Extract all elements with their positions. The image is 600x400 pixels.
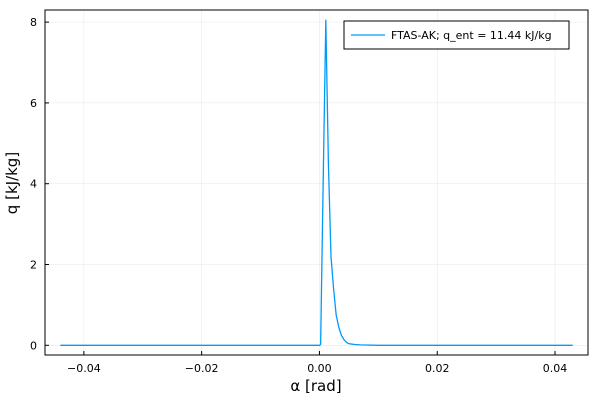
x-tick-label: 0.04 <box>543 362 568 375</box>
plot-area-frame <box>44 9 589 356</box>
y-axis-ticks: 0 2 4 6 8 <box>30 16 49 352</box>
x-axis-ticks: −0.04 −0.02 0.00 0.02 0.04 <box>67 351 567 375</box>
x-gridlines <box>83 10 556 355</box>
y-gridlines <box>45 21 588 346</box>
x-tick-label: 0.00 <box>307 362 332 375</box>
legend-label: FTAS-AK; q_ent = 11.44 kJ/kg <box>391 29 552 42</box>
y-tick-label: 6 <box>30 97 37 110</box>
y-tick-label: 0 <box>30 339 37 352</box>
y-axis-label: q [kJ/kg] <box>3 152 21 214</box>
y-tick-label: 2 <box>30 259 37 272</box>
x-tick-label: −0.02 <box>185 362 219 375</box>
y-tick-label: 8 <box>30 16 37 29</box>
series-line <box>60 19 573 346</box>
x-axis-label: α [rad] <box>290 377 341 395</box>
legend: FTAS-AK; q_ent = 11.44 kJ/kg <box>343 20 570 50</box>
x-tick-label: 0.02 <box>425 362 450 375</box>
series-layer <box>60 19 573 346</box>
x-tick-label: −0.04 <box>67 362 101 375</box>
y-tick-label: 4 <box>30 178 37 191</box>
